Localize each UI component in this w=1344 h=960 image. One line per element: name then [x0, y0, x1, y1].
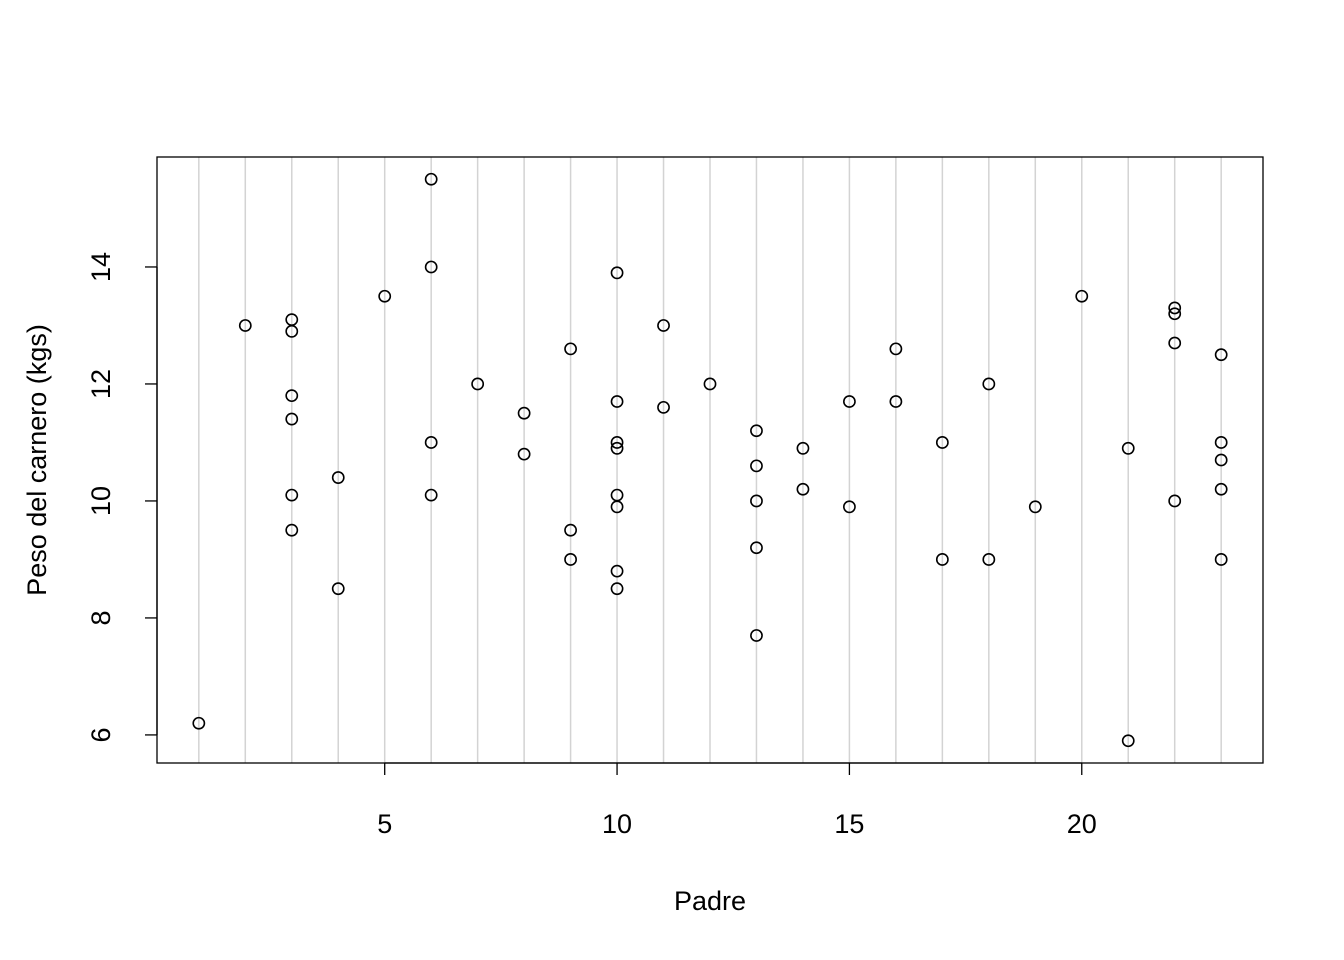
y-axis: 6 8 10 12 14	[86, 252, 158, 742]
data-point	[610, 582, 624, 596]
data-point	[657, 400, 670, 414]
x-tick-label: 20	[1067, 809, 1097, 839]
data-point	[285, 324, 299, 338]
data-point	[935, 436, 949, 449]
data-point	[610, 564, 624, 578]
x-tick-label: 5	[377, 809, 392, 839]
data-point	[796, 441, 810, 455]
data-point	[750, 541, 763, 555]
data-point	[285, 389, 299, 403]
data-point	[610, 395, 624, 408]
data-point	[750, 424, 763, 438]
y-tick-label: 8	[86, 610, 116, 625]
data-point	[285, 488, 299, 502]
data-points	[192, 172, 1228, 748]
data-point	[889, 342, 903, 356]
data-point	[657, 319, 670, 332]
data-point	[750, 494, 763, 508]
data-point	[331, 582, 345, 596]
data-point	[935, 553, 949, 566]
data-point	[1214, 553, 1228, 566]
y-axis-label: Peso del carnero (kgs)	[22, 324, 52, 596]
data-point	[564, 342, 577, 356]
data-point	[1214, 482, 1228, 496]
data-point	[1028, 500, 1042, 514]
data-point	[285, 412, 299, 426]
data-point	[1214, 453, 1228, 467]
data-point	[517, 406, 531, 420]
data-point	[1075, 289, 1089, 303]
data-point	[238, 319, 252, 332]
data-point	[1214, 348, 1228, 362]
data-point	[750, 459, 763, 473]
data-point	[982, 553, 996, 566]
y-tick-label: 12	[86, 369, 116, 399]
data-point	[843, 395, 856, 408]
data-point	[331, 471, 345, 484]
data-point	[796, 482, 810, 496]
data-point	[1121, 734, 1135, 748]
data-point	[378, 289, 392, 303]
data-point	[517, 447, 531, 461]
data-point	[471, 377, 485, 391]
data-point	[1168, 494, 1182, 508]
data-point	[424, 260, 438, 274]
data-point	[750, 629, 763, 642]
data-point	[1168, 301, 1182, 315]
x-axis-label: Padre	[674, 886, 746, 916]
data-point	[1214, 436, 1228, 449]
data-point	[610, 441, 624, 455]
data-point	[424, 172, 438, 186]
y-tick-label: 6	[86, 727, 116, 742]
y-tick-label: 14	[86, 252, 116, 282]
data-point	[564, 523, 577, 537]
data-point	[843, 500, 856, 514]
x-tick-label: 15	[834, 809, 864, 839]
y-tick-label: 10	[86, 486, 116, 516]
data-point	[192, 716, 206, 730]
data-point	[1168, 307, 1182, 321]
data-point	[889, 395, 903, 408]
data-point	[610, 266, 624, 280]
data-point	[982, 377, 996, 391]
grid-lines	[198, 157, 1222, 763]
data-point	[610, 500, 624, 514]
data-point	[1168, 336, 1182, 350]
data-point	[285, 523, 299, 537]
x-axis: 5 10 15 20	[377, 762, 1097, 839]
x-tick-label: 10	[602, 809, 632, 839]
data-point	[564, 553, 577, 566]
data-point	[424, 488, 438, 502]
data-point	[1121, 441, 1135, 455]
data-point	[610, 436, 624, 449]
data-point	[703, 377, 717, 391]
data-point	[424, 436, 438, 449]
